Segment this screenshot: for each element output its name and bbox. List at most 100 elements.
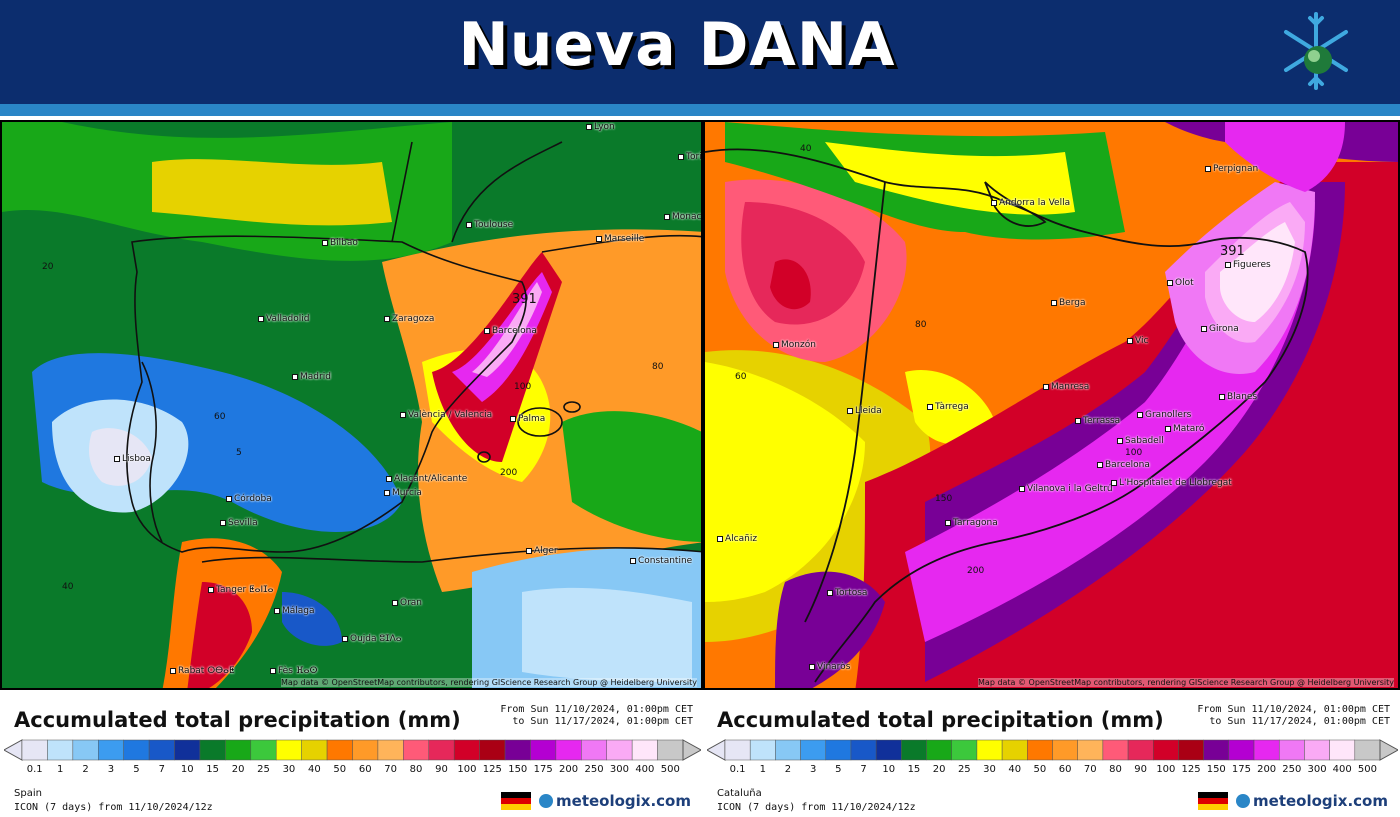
scale-arrow-right-icon (682, 739, 701, 761)
scale-tick-label: 2 (784, 764, 792, 775)
scale-tick-label: 150 (508, 764, 528, 775)
color-scale (707, 739, 1398, 761)
scale-swatch (1127, 739, 1154, 761)
scale-tick-label: 175 (533, 764, 553, 775)
city-label: Perpignan (1205, 164, 1258, 174)
scale-tick-label: 125 (482, 764, 502, 775)
scale-swatch (352, 739, 379, 761)
city-label: Torin (678, 152, 701, 162)
scale-swatch (1304, 739, 1330, 761)
scale-tick-label: 250 (1282, 764, 1302, 775)
scale-tick-label: 3 (809, 764, 817, 775)
scale-swatch (530, 739, 557, 761)
scale-swatch (21, 739, 48, 761)
scale-swatch (1001, 739, 1028, 761)
header-bar: Nueva DANA (0, 0, 1400, 104)
map-credit: Map data © OpenStreetMap contributors, r… (978, 678, 1394, 687)
city-label: Olot (1167, 278, 1194, 288)
scale-tick-label: 500 (660, 764, 680, 775)
contour-label: 40 (800, 144, 812, 154)
meteologix-logo-icon (539, 794, 554, 808)
contour-label: 80 (915, 320, 927, 330)
city-label: Murcia (384, 488, 422, 498)
contour-label: 100 (1125, 448, 1143, 458)
city-label: Marseille (596, 234, 644, 244)
scale-tick-label: 25 (957, 764, 971, 775)
scale-tick-label: 25 (257, 764, 270, 775)
scale-swatch (631, 739, 658, 761)
scale-tick-label: 80 (1109, 764, 1122, 775)
scale-tick-label: 1 (759, 764, 766, 775)
scale-swatch (148, 739, 175, 761)
scale-swatch (1354, 739, 1381, 761)
scale-swatch (800, 739, 827, 761)
city-label: Tanger ⵟⴰⵏⵊⴰ (208, 585, 273, 595)
map-spain: Map data © OpenStreetMap contributors, r… (0, 120, 703, 690)
contour-label: 391 (512, 292, 537, 307)
scale-tick-label: 90 (435, 764, 448, 775)
scale-tick-label: 250 (584, 764, 604, 775)
scale-swatch (453, 739, 480, 761)
scale-tick-label: 0.1 (26, 764, 43, 775)
scale-tick-label: 70 (384, 764, 397, 775)
scale-tick-label: 300 (609, 764, 629, 775)
city-label: Valladolid (258, 314, 309, 324)
scale-swatch (825, 739, 852, 761)
scale-swatch (403, 739, 430, 761)
scale-swatch (174, 739, 201, 761)
contour-label: 40 (62, 582, 74, 592)
scale-tick-label: 175 (1231, 764, 1251, 775)
city-label: València / Valencia (400, 410, 492, 420)
contour-label: 150 (935, 494, 953, 504)
scale-tick-label: 200 (1257, 764, 1277, 775)
brand: meteologix.com (501, 792, 691, 810)
city-label: Lyon (586, 122, 615, 132)
scale-swatch (1203, 739, 1230, 761)
scale-swatch (1228, 739, 1255, 761)
scale-tick-label: 400 (635, 764, 655, 775)
scale-swatch (657, 739, 684, 761)
city-label: Vic (1127, 336, 1148, 346)
scale-tick-label: 30 (282, 764, 296, 775)
brand: meteologix.com (1198, 792, 1388, 810)
legend-from: From Sun 11/10/2024, 01:00pm CET (1197, 704, 1390, 715)
city-label: Barcelona (1097, 460, 1150, 470)
city-label: Bilbao (322, 238, 358, 248)
city-label: Manresa (1043, 382, 1089, 392)
city-label: Tortosa (827, 588, 867, 598)
scale-swatch (1278, 739, 1305, 761)
precipitation-map-spain (2, 122, 701, 688)
scale-tick-label: 60 (358, 764, 372, 775)
scale-swatch (581, 739, 607, 761)
city-label: Terrassa (1075, 416, 1120, 426)
city-label: Rabat ⵔⴱⴰⵟ (170, 666, 235, 676)
scale-tick-label: 5 (835, 764, 842, 775)
scale-tick-label: 150 (1206, 764, 1226, 775)
legend-title: Accumulated total precipitation (mm) (14, 708, 461, 732)
scale-swatch (47, 739, 74, 761)
contour-label: 5 (236, 448, 242, 458)
scale-swatch (1102, 739, 1129, 761)
scale-tick-label: 20 (231, 764, 245, 775)
contour-label: 80 (652, 362, 664, 372)
city-label: Fès ⴼⴰⵙ (270, 666, 317, 676)
map-cataluna: Map data © OpenStreetMap contributors, r… (703, 120, 1400, 690)
city-label: Vinaròs (809, 662, 850, 672)
city-label: Alcañiz (717, 534, 757, 544)
scale-swatch (724, 739, 751, 761)
city-label: Tàrrega (927, 402, 969, 412)
scale-tick-label: 15 (206, 764, 220, 775)
legend-time-range: From Sun 11/10/2024, 01:00pm CET to Sun … (1197, 704, 1390, 728)
scale-tick-label: 50 (333, 764, 347, 775)
scale-swatch (250, 739, 277, 761)
scale-tick-label: 200 (559, 764, 579, 775)
scale-tick-label: 50 (1033, 764, 1047, 775)
scale-tick-label: 0.1 (729, 764, 746, 775)
city-label: Oujda ⵓⵊⴷⴰ (342, 634, 402, 644)
scale-swatch (555, 739, 582, 761)
scale-tick-label: 500 (1357, 764, 1377, 775)
scale-swatch (72, 739, 99, 761)
scale-tick-label: 20 (932, 764, 946, 775)
scale-swatch (850, 739, 877, 761)
city-label: Alacant/Alicante (386, 474, 467, 484)
